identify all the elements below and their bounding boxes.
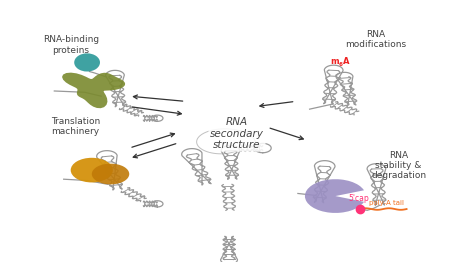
Text: 6: 6	[338, 62, 343, 67]
Text: A: A	[343, 57, 350, 66]
Text: 5'cap: 5'cap	[348, 193, 369, 202]
Ellipse shape	[74, 53, 100, 72]
Ellipse shape	[71, 158, 113, 182]
Polygon shape	[62, 73, 125, 108]
Text: RNA
stability &
degradation: RNA stability & degradation	[371, 151, 426, 180]
Text: RNA
secondary
structure: RNA secondary structure	[210, 117, 264, 150]
Text: Translation
machinery: Translation machinery	[51, 117, 100, 136]
Wedge shape	[305, 179, 364, 213]
Text: RNA
modifications: RNA modifications	[345, 30, 406, 49]
Text: RNA-binding
proteins: RNA-binding proteins	[43, 35, 99, 55]
Text: poly-A tail: poly-A tail	[369, 200, 404, 206]
Ellipse shape	[92, 164, 129, 184]
Text: m: m	[330, 57, 338, 66]
